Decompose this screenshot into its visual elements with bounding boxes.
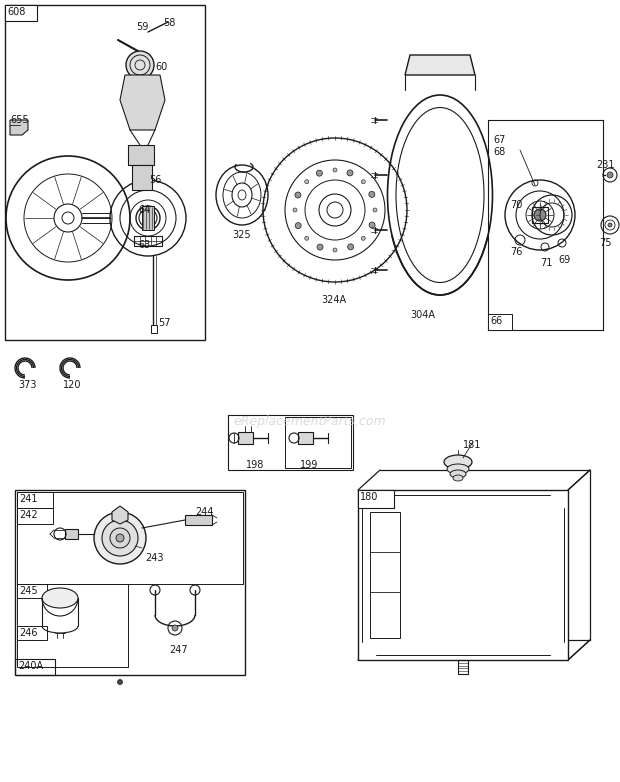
Bar — [17, 492, 243, 584]
Text: 325: 325 — [232, 230, 250, 240]
Ellipse shape — [447, 464, 469, 474]
Text: 655: 655 — [10, 115, 29, 125]
Circle shape — [126, 51, 154, 79]
Bar — [488, 314, 512, 330]
Bar — [142, 206, 154, 230]
Circle shape — [333, 248, 337, 252]
Ellipse shape — [444, 455, 472, 469]
Text: 180: 180 — [360, 492, 378, 502]
Text: 57: 57 — [158, 318, 170, 328]
Bar — [370, 512, 400, 638]
Text: 70: 70 — [510, 200, 523, 210]
Bar — [5, 5, 37, 21]
Bar — [17, 584, 128, 667]
Ellipse shape — [453, 475, 463, 481]
Text: 246: 246 — [19, 628, 37, 638]
Polygon shape — [405, 55, 475, 75]
Polygon shape — [120, 75, 165, 130]
Ellipse shape — [450, 470, 466, 478]
Text: 241: 241 — [19, 494, 37, 504]
Text: 324A: 324A — [321, 295, 346, 305]
Text: 59: 59 — [136, 22, 148, 32]
Circle shape — [295, 192, 301, 198]
Bar — [285, 417, 351, 468]
Text: 56: 56 — [149, 175, 161, 185]
Text: 243: 243 — [145, 553, 164, 563]
Text: 67: 67 — [493, 135, 505, 145]
Bar — [5, 5, 205, 340]
Text: 199: 199 — [300, 460, 319, 470]
Text: 75: 75 — [599, 238, 611, 248]
Text: 66: 66 — [490, 316, 502, 326]
Polygon shape — [238, 432, 253, 444]
Circle shape — [333, 168, 337, 172]
Bar — [128, 145, 154, 165]
Circle shape — [317, 244, 323, 250]
Text: 240A: 240A — [18, 661, 43, 671]
Text: 608: 608 — [7, 7, 25, 17]
Circle shape — [348, 244, 353, 249]
Text: 58: 58 — [163, 18, 175, 28]
Text: 64: 64 — [138, 205, 150, 215]
Circle shape — [110, 528, 130, 548]
Bar — [15, 490, 245, 675]
Bar — [17, 508, 53, 524]
Bar — [17, 584, 47, 598]
Polygon shape — [10, 120, 28, 135]
Circle shape — [102, 520, 138, 556]
Text: eReplacementParts.com: eReplacementParts.com — [234, 415, 386, 429]
Text: 69: 69 — [558, 255, 570, 265]
Bar — [132, 165, 152, 190]
Circle shape — [304, 236, 309, 240]
Text: 198: 198 — [246, 460, 264, 470]
Bar — [17, 492, 53, 508]
Text: 373: 373 — [18, 380, 37, 390]
Text: 247: 247 — [169, 645, 188, 655]
Text: 244: 244 — [195, 507, 213, 517]
Bar — [532, 207, 548, 223]
Bar — [17, 626, 47, 640]
Circle shape — [373, 208, 377, 212]
Polygon shape — [65, 529, 78, 539]
Circle shape — [116, 534, 124, 542]
Bar — [15, 659, 55, 675]
Circle shape — [369, 222, 375, 228]
Text: 304A: 304A — [410, 310, 435, 320]
Circle shape — [172, 625, 178, 631]
Circle shape — [295, 223, 301, 228]
Circle shape — [534, 209, 546, 221]
Circle shape — [316, 170, 322, 176]
Text: 120: 120 — [63, 380, 81, 390]
Polygon shape — [298, 432, 313, 444]
Circle shape — [608, 223, 612, 227]
Text: 245: 245 — [19, 586, 38, 596]
Text: 60: 60 — [155, 62, 167, 72]
Circle shape — [369, 192, 375, 197]
Circle shape — [293, 208, 297, 212]
Text: 181: 181 — [463, 440, 481, 450]
Text: 63: 63 — [138, 240, 150, 250]
Bar — [358, 490, 394, 508]
Bar — [134, 236, 162, 246]
Ellipse shape — [42, 588, 78, 608]
Circle shape — [361, 180, 365, 184]
Text: 71: 71 — [540, 258, 552, 268]
Circle shape — [361, 236, 365, 240]
Polygon shape — [112, 506, 128, 524]
Circle shape — [607, 172, 613, 178]
Bar — [458, 660, 468, 674]
Text: 68: 68 — [493, 147, 505, 157]
Circle shape — [347, 170, 353, 176]
Circle shape — [304, 180, 309, 184]
Text: 231: 231 — [596, 160, 614, 170]
Text: 76: 76 — [510, 247, 523, 257]
Bar — [151, 325, 157, 333]
Circle shape — [94, 512, 146, 564]
Text: 242: 242 — [19, 510, 38, 520]
Polygon shape — [185, 515, 212, 525]
Bar — [358, 490, 568, 660]
Bar — [228, 415, 353, 470]
Circle shape — [118, 680, 123, 684]
